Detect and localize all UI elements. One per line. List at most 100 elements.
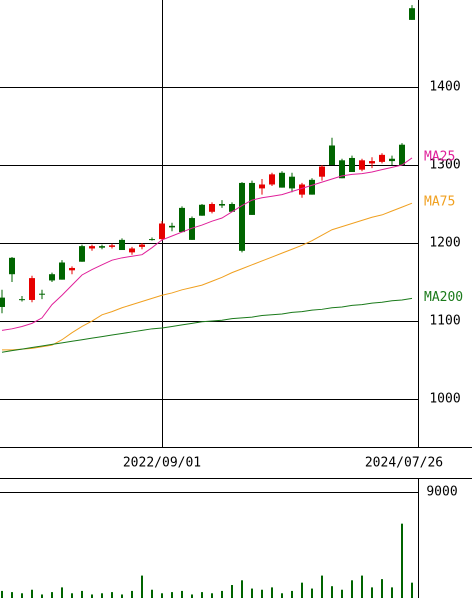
ma-line <box>1 297 413 353</box>
candle-body <box>369 161 375 164</box>
candle-body <box>249 182 255 215</box>
volume-bar <box>371 587 373 598</box>
candle-body <box>119 239 125 251</box>
ma-line <box>1 157 413 331</box>
candle-body <box>59 262 65 280</box>
candle-body <box>129 248 135 253</box>
volume-bar <box>391 587 393 598</box>
volume-bar <box>21 593 23 598</box>
volume-bar <box>11 592 13 598</box>
candle-body <box>209 203 215 212</box>
candle-body <box>239 182 245 251</box>
volume-bar <box>251 588 253 598</box>
candle-body <box>139 244 145 247</box>
volume-bar <box>341 589 343 598</box>
volume-bar <box>171 592 173 598</box>
legend-label: MA200 <box>424 290 463 305</box>
candle-body <box>279 172 285 188</box>
candle-body <box>39 293 45 295</box>
candle-body <box>199 204 205 216</box>
volume-bar <box>281 593 283 598</box>
candle-body <box>0 297 5 307</box>
candle-body <box>19 299 25 301</box>
candle-body <box>169 225 175 228</box>
candle-body <box>379 154 385 162</box>
candle-body <box>339 160 345 179</box>
candle-body <box>79 246 85 262</box>
volume-bar <box>351 580 353 598</box>
volume-bar <box>191 594 193 598</box>
volume-bar <box>221 590 223 598</box>
legend-label: MA75 <box>424 195 455 210</box>
volume-bar <box>321 575 323 598</box>
candle-body <box>319 166 325 177</box>
volume-bar <box>51 592 53 598</box>
candle-body <box>259 184 265 189</box>
volume-bar <box>151 589 153 598</box>
candle-body <box>9 257 15 275</box>
volume-bar <box>91 594 93 598</box>
candle-body <box>329 145 335 165</box>
candle-body <box>179 207 185 233</box>
volume-bar <box>211 593 213 598</box>
candle-body <box>309 179 315 195</box>
volume-bar <box>331 586 333 598</box>
y-tick-label: 9000 <box>426 484 457 499</box>
candle-body <box>99 246 105 248</box>
candle-body <box>49 274 55 281</box>
legend-label: MA25 <box>424 149 455 164</box>
candle-body <box>89 246 95 249</box>
candle-body <box>29 278 35 300</box>
volume-bar <box>161 593 163 598</box>
candle-body <box>349 157 355 173</box>
volume-bar <box>361 575 363 598</box>
volume-bar <box>261 589 263 598</box>
ma-line <box>2 202 413 351</box>
volume-bar <box>131 590 133 598</box>
volume-bar <box>1 590 3 598</box>
volume-bar <box>81 590 83 598</box>
volume-bar <box>271 587 273 598</box>
y-tick-label: 1100 <box>429 314 460 329</box>
volume-bar <box>61 587 63 598</box>
candle-body <box>69 267 75 271</box>
candle-body <box>409 8 415 20</box>
volume-bar <box>71 593 73 598</box>
y-tick-label: 1300 <box>429 157 460 172</box>
candle-body <box>299 184 305 195</box>
x-tick-label: 2022/09/01 <box>123 456 201 471</box>
volume-bar <box>111 592 113 598</box>
volume-bar <box>181 590 183 598</box>
volume-bar <box>301 582 303 598</box>
candle-body <box>289 176 295 189</box>
candle-body <box>219 203 225 206</box>
candle-body <box>159 223 165 240</box>
candle-body <box>389 158 395 162</box>
volume-bar <box>31 589 33 598</box>
x-tick-label: 2024/07/26 <box>365 456 443 471</box>
candle-body <box>269 174 275 185</box>
candle-body <box>149 239 155 241</box>
y-tick-label: 1400 <box>429 79 460 94</box>
y-tick-label: 1000 <box>429 392 460 407</box>
volume-bar <box>141 575 143 598</box>
volume-bar <box>201 592 203 598</box>
volume-bar <box>121 594 123 598</box>
volume-bar <box>411 582 413 598</box>
candle-body <box>399 144 405 165</box>
volume-bar <box>101 593 103 598</box>
volume-bar <box>401 523 403 598</box>
candle-body <box>229 203 235 212</box>
candle-body <box>189 218 195 240</box>
volume-bar <box>381 579 383 598</box>
volume-bar <box>311 588 313 598</box>
volume-bar <box>231 585 233 598</box>
candle-body <box>359 160 365 170</box>
volume-bar <box>291 590 293 598</box>
volume-bar <box>241 580 243 598</box>
candle-body <box>109 245 115 247</box>
y-tick-label: 1200 <box>429 236 460 251</box>
volume-bar <box>41 594 43 598</box>
